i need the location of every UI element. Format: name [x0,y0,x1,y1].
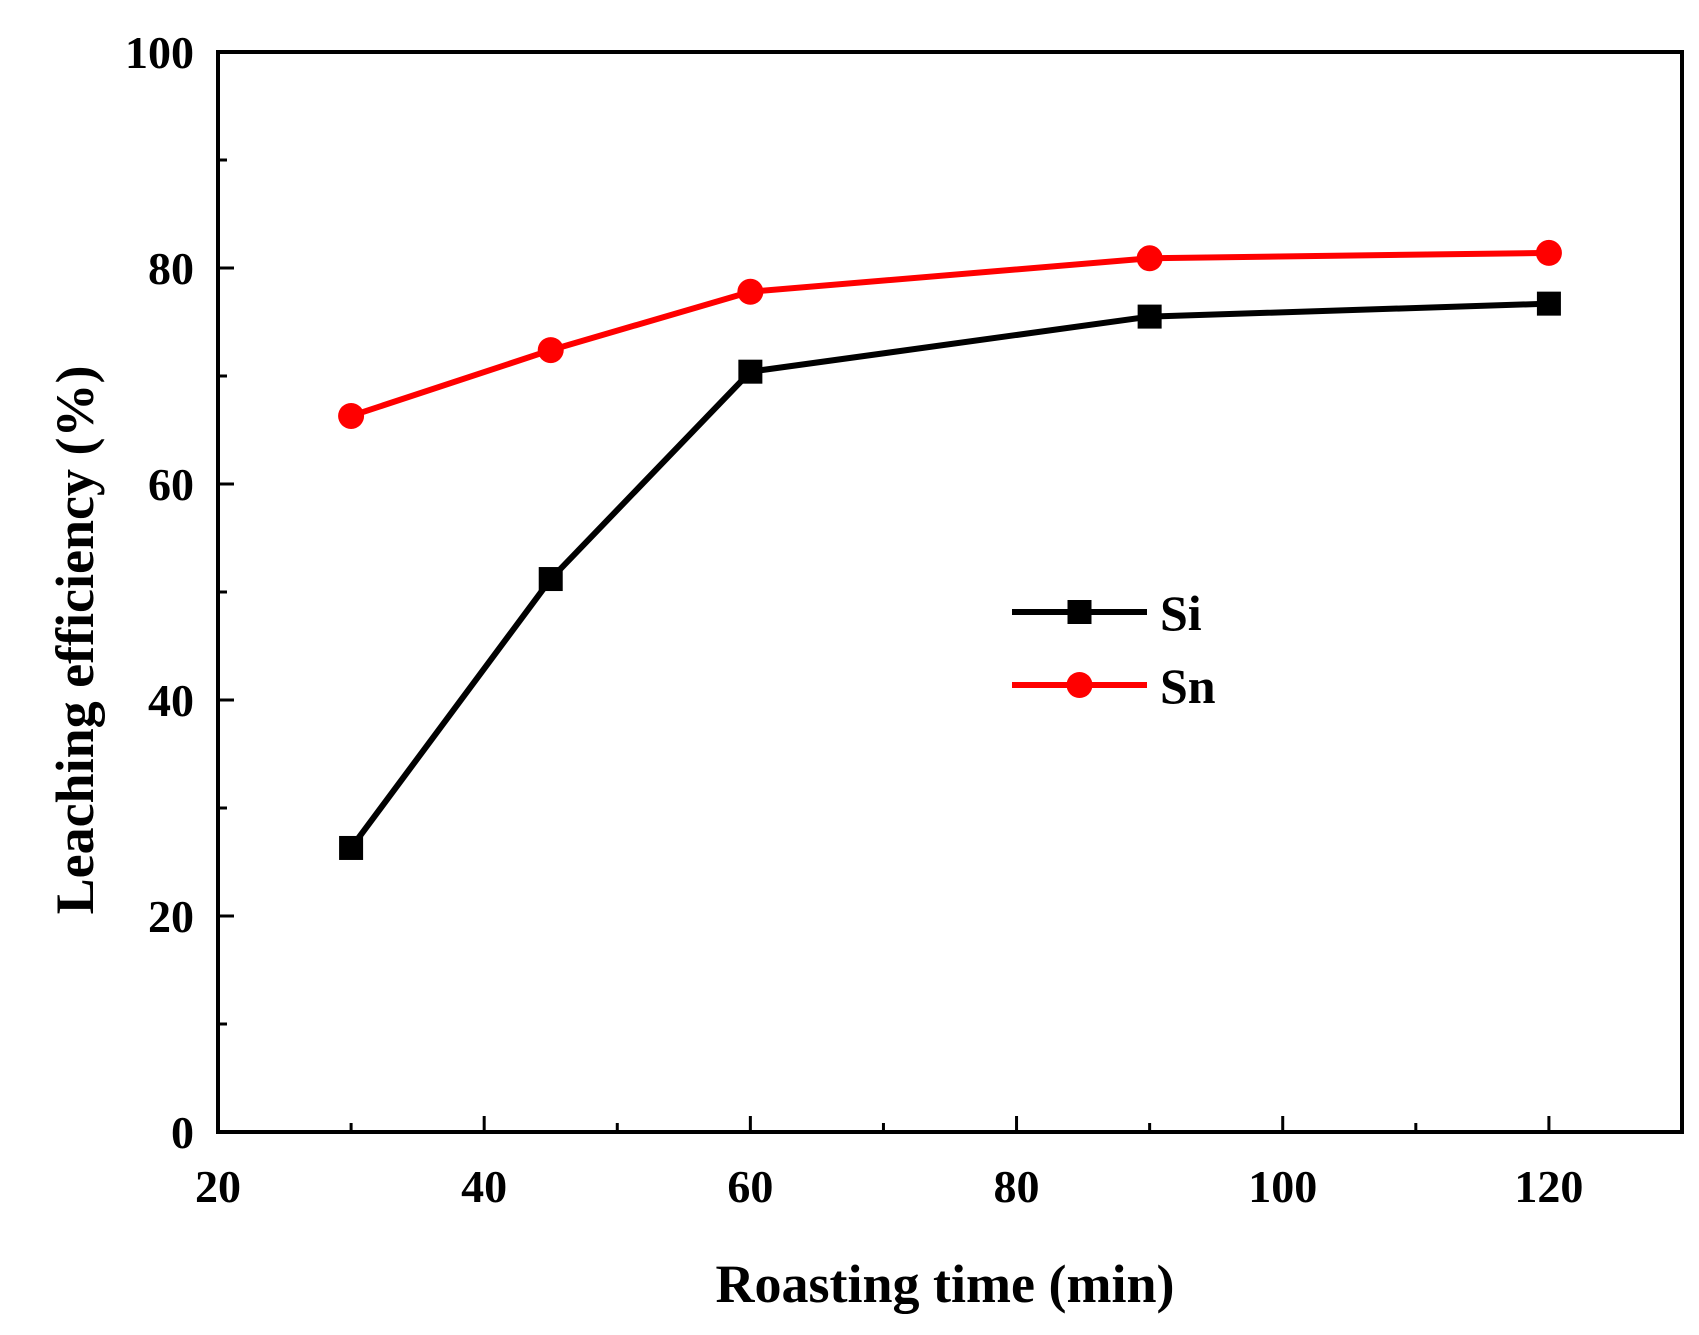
y-tick-label: 100 [125,27,194,78]
legend-label-sn: Sn [1160,658,1216,714]
y-tick-label: 20 [148,891,194,942]
data-point-sn [1136,245,1163,272]
legend-marker-si [1067,600,1092,624]
data-point-si [1536,291,1561,316]
series-layer [338,239,1562,860]
y-tick-label: 80 [148,243,194,294]
series-si [339,291,1561,860]
x-tick-label: 100 [1248,1161,1317,1212]
x-axis-title: Roasting time (min) [716,1254,1175,1314]
series-line-sn [350,249,1549,419]
y-tick-label: 40 [148,675,194,726]
data-point-sn [737,278,764,305]
plot-frame [216,50,1684,1134]
data-point-sn [338,402,365,429]
legend: Si Sn [1012,585,1216,714]
y-tick-label: 60 [148,459,194,510]
data-point-si [339,835,364,860]
y-axis-title: Leaching efficiency (%) [45,366,105,915]
y-tick-label: 0 [171,1107,194,1158]
series-line-si [348,300,1550,850]
x-tick-label: 20 [195,1161,241,1212]
legend-label-si: Si [1160,585,1202,641]
data-point-si [738,359,763,384]
data-point-sn [537,337,564,364]
x-tick-label: 80 [994,1161,1040,1212]
x-tick-label: 60 [727,1161,773,1212]
x-tick-label: 120 [1514,1161,1583,1212]
legend-marker-sn [1066,672,1093,698]
x-tick-label: 40 [461,1161,507,1212]
series-sn [338,239,1562,429]
data-point-si [538,567,563,592]
plot-area [216,50,1684,1134]
data-point-sn [1535,239,1562,266]
data-point-si [1137,304,1162,329]
